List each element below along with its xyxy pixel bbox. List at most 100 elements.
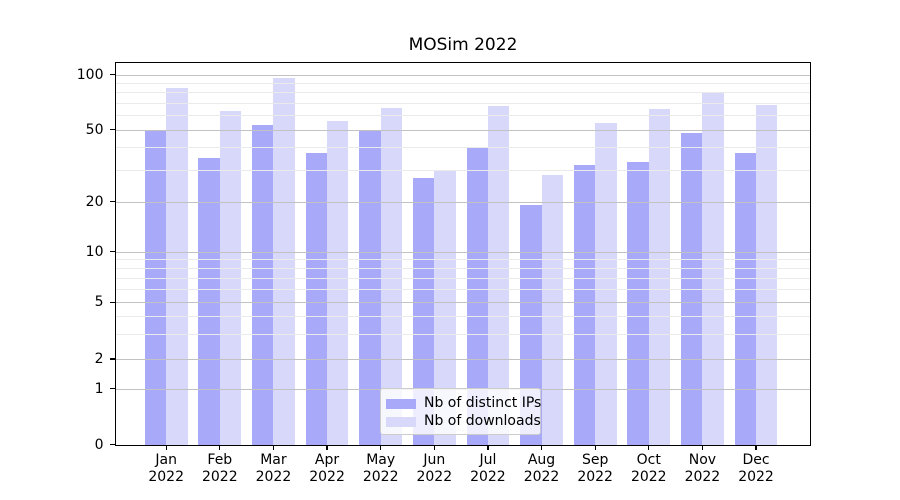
x-tick-mark [326, 444, 328, 450]
gridline-minor [115, 102, 810, 104]
gridline-minor [115, 333, 810, 335]
x-tick-mark [594, 444, 596, 450]
plot-area [114, 61, 811, 446]
x-tick-month: Feb [207, 451, 233, 468]
x-tick-mark [648, 444, 650, 450]
y-tick-mark [109, 388, 116, 390]
bar-distinct-ips-apr [305, 153, 328, 445]
bar-distinct-ips-jul [466, 147, 488, 445]
gridline-major [115, 302, 810, 304]
x-tick-mark [380, 444, 382, 450]
x-tick-label: Jul 2022 [456, 452, 520, 486]
x-tick-year: 2022 [255, 468, 292, 485]
y-tick-label: 5 [94, 294, 104, 311]
bar-distinct-ips-sep [573, 164, 596, 445]
bar-downloads-sep [595, 123, 617, 445]
x-tick-year: 2022 [309, 468, 345, 485]
bar-downloads-jun [434, 169, 456, 445]
y-tick-mark [109, 301, 116, 303]
bar-distinct-ips-nov [681, 132, 703, 445]
bar-distinct-ips-feb [198, 157, 220, 445]
legend-entry-downloads: Nb of downloads [386, 413, 541, 430]
x-tick-mark [433, 444, 435, 450]
x-tick-year: 2022 [201, 468, 238, 485]
x-tick-label: Dec 2022 [724, 452, 788, 486]
y-tick-label: 10 [85, 243, 104, 260]
x-tick-label: Feb 2022 [188, 452, 252, 486]
x-tick-year: 2022 [416, 468, 453, 485]
x-tick-year: 2022 [630, 468, 667, 485]
x-tick-year: 2022 [577, 468, 613, 485]
chart-title: MOSim 2022 [408, 35, 518, 55]
x-tick-year: 2022 [470, 468, 506, 485]
gridline-minor [115, 92, 810, 94]
y-tick-label: 50 [85, 121, 104, 138]
bar-distinct-ips-may [359, 129, 381, 445]
x-tick-label: May 2022 [349, 452, 413, 486]
legend: Nb of distinct IPs Nb of downloads [380, 388, 541, 435]
y-tick-label: 2 [94, 351, 104, 367]
bar-distinct-ips-oct [627, 162, 649, 445]
y-tick-mark [109, 128, 116, 131]
bar-downloads-dec [756, 105, 778, 445]
gridline-major [115, 201, 810, 203]
x-tick-month: Aug [527, 451, 556, 468]
x-tick-label: Oct 2022 [617, 452, 681, 486]
x-tick-mark [701, 444, 703, 450]
gridline-minor [115, 115, 810, 117]
gridline-major [115, 74, 810, 76]
x-tick-month: May [366, 451, 396, 468]
gridline-minor [115, 259, 810, 261]
y-tick-mark [109, 201, 116, 203]
bar-distinct-ips-jan [144, 131, 167, 445]
legend-entry-distinct-ips: Nb of distinct IPs [386, 395, 541, 412]
gridline-minor [115, 147, 810, 149]
x-tick-year: 2022 [148, 468, 184, 485]
x-tick-label: Nov 2022 [670, 452, 734, 486]
x-tick-label: Mar 2022 [241, 452, 305, 486]
gridline-minor [115, 169, 810, 171]
x-tick-month: Dec [742, 451, 770, 468]
y-tick-mark [109, 74, 116, 76]
x-tick-mark [219, 444, 221, 450]
bar-distinct-ips-aug [520, 205, 542, 445]
bar-downloads-apr [327, 120, 349, 445]
legend-swatch-distinct-ips [386, 398, 416, 409]
x-tick-mark [540, 444, 543, 450]
y-tick-mark [109, 358, 116, 360]
x-tick-mark [487, 444, 489, 450]
x-tick-label: Aug 2022 [510, 452, 574, 486]
y-tick-mark [109, 251, 116, 253]
y-tick-label: 0 [94, 436, 104, 453]
x-tick-year: 2022 [738, 468, 774, 485]
x-tick-month: Nov [688, 451, 717, 468]
x-tick-year: 2022 [362, 468, 399, 485]
gridline-major [115, 129, 810, 131]
x-tick-label: Sep 2022 [563, 452, 627, 486]
x-tick-month: Sep [581, 451, 609, 468]
x-tick-mark [755, 444, 757, 450]
bar-distinct-ips-dec [734, 153, 756, 445]
legend-label-distinct-ips: Nb of distinct IPs [424, 395, 542, 411]
y-tick-label: 100 [76, 66, 104, 83]
x-tick-month: Jan [155, 451, 177, 468]
x-tick-month: Apr [314, 451, 340, 468]
bar-distinct-ips-mar [252, 124, 274, 445]
gridline-major [115, 359, 810, 360]
legend-swatch-downloads [386, 416, 416, 427]
gridline-minor [115, 267, 810, 269]
y-tick-label: 1 [94, 380, 104, 397]
x-tick-label: Jun 2022 [402, 452, 466, 486]
bar-downloads-aug [541, 175, 563, 445]
x-tick-label: Apr 2022 [295, 452, 359, 486]
legend-label-downloads: Nb of downloads [424, 413, 541, 429]
bar-downloads-oct [648, 108, 671, 445]
gridline-major [115, 251, 810, 253]
x-tick-year: 2022 [684, 468, 721, 485]
x-tick-label: Jan 2022 [134, 452, 198, 486]
gridline-minor [115, 288, 810, 290]
bar-distinct-ips-jun [412, 178, 435, 445]
x-tick-mark [272, 444, 275, 450]
gridline-minor [115, 83, 810, 85]
